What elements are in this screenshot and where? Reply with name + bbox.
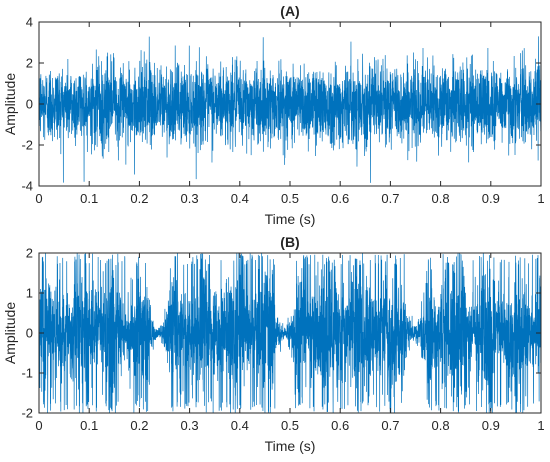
y-tick-label: 1 — [26, 286, 33, 301]
chart-title: (B) — [280, 234, 299, 250]
x-tick-label: 0.1 — [80, 191, 98, 206]
x-tick-label: 0.4 — [231, 191, 249, 206]
x-tick-label: 1 — [537, 191, 544, 206]
x-tick-label: 0.2 — [130, 191, 148, 206]
y-tick-label: 0 — [26, 326, 33, 341]
x-tick-label: 0.8 — [432, 418, 450, 433]
panel-a: 0 0.1 0.2 0.3 0.4 0.5 0.6 0.7 0.8 0.9 1 -4 -2 0 2 4 (A) T… — [2, 3, 545, 227]
x-tick-label: 0.5 — [281, 418, 299, 433]
x-tick-label: 0.6 — [331, 418, 349, 433]
x-tick-label: 0.5 — [281, 191, 299, 206]
y-tick-label: -4 — [21, 179, 33, 194]
x-tick-label: 0.8 — [432, 191, 450, 206]
x-tick-label: 0.3 — [181, 418, 199, 433]
x-tick-label: 0.7 — [381, 191, 399, 206]
x-tick-label: 0.9 — [482, 191, 500, 206]
y-axis-label: Amplitude — [2, 302, 18, 364]
y-tick-label: 2 — [26, 246, 33, 261]
x-tick-label: 0 — [35, 418, 42, 433]
x-tick-label: 0 — [35, 191, 42, 206]
y-tick-label: -2 — [21, 138, 33, 153]
y-tick-label: 0 — [26, 97, 33, 112]
x-tick-label: 0.9 — [482, 418, 500, 433]
x-tick-label: 0.3 — [181, 191, 199, 206]
x-tick-label: 0.1 — [80, 418, 98, 433]
x-tick-label: 0.7 — [381, 418, 399, 433]
x-tick-label: 0.4 — [231, 418, 249, 433]
y-tick-label: 2 — [26, 56, 33, 71]
chart-title: (A) — [280, 3, 299, 19]
series-line — [39, 253, 541, 413]
y-axis-label: Amplitude — [2, 73, 18, 135]
x-axis-label: Time (s) — [265, 438, 316, 454]
x-tick-label: 0.2 — [130, 418, 148, 433]
series-line — [39, 36, 541, 183]
y-tick-label: 4 — [26, 15, 33, 30]
y-tick-label: -2 — [21, 406, 33, 421]
x-axis-label: Time (s) — [265, 211, 316, 227]
panel-b: 0 0.1 0.2 0.3 0.4 0.5 0.6 0.7 0.8 0.9 1 -2 -1 0 1 2 (B) T… — [2, 234, 545, 454]
x-tick-label: 1 — [537, 418, 544, 433]
x-tick-label: 0.6 — [331, 191, 349, 206]
y-tick-label: -1 — [21, 366, 33, 381]
